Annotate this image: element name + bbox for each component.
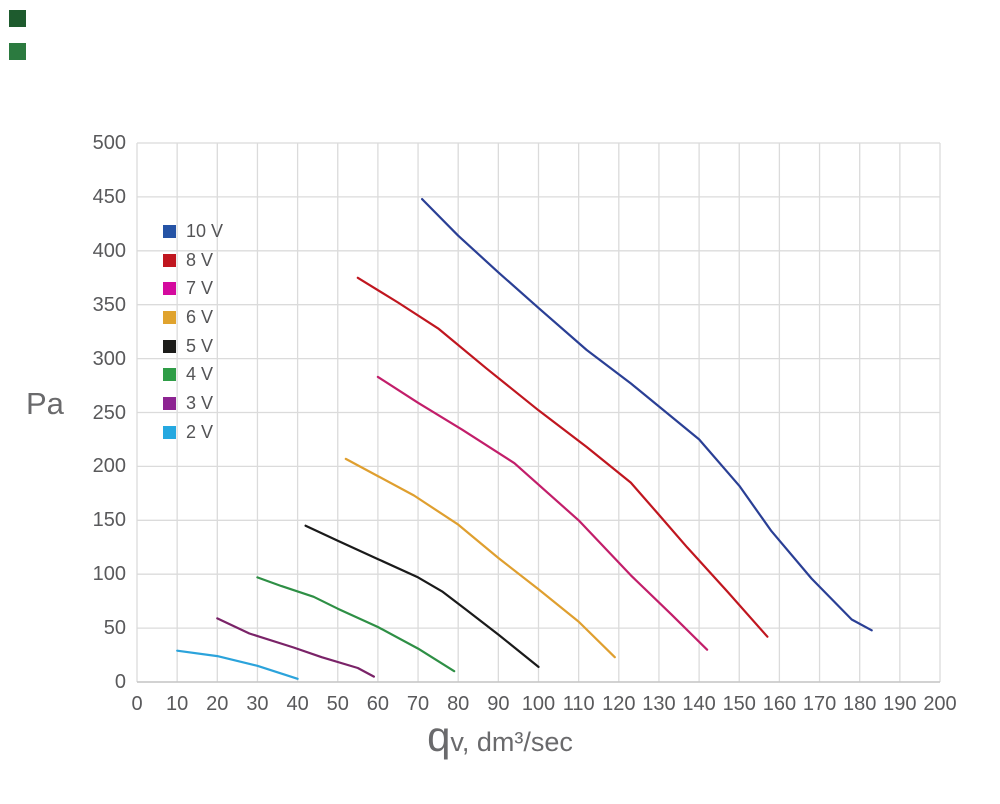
x-tick-label-10: 10	[166, 693, 189, 715]
x-tick-label-160: 160	[762, 693, 797, 715]
x-tick-label-130: 130	[642, 693, 676, 715]
legend-swatch-icon	[163, 282, 176, 296]
legend-item-8v: 8 V	[163, 246, 223, 275]
x-tick-label-80: 80	[447, 693, 470, 715]
y-tick-label-100: 100	[92, 563, 126, 586]
legend-swatch-icon	[163, 425, 176, 439]
green-square-icon	[9, 10, 26, 27]
legend-swatch-icon	[163, 310, 176, 324]
legend-swatch-icon	[163, 253, 176, 267]
legend-label: 5 V	[186, 335, 214, 356]
x-tick-label-20: 20	[206, 693, 229, 715]
x-tick-label-100: 100	[521, 693, 556, 715]
x-tick-label-110: 110	[562, 693, 595, 715]
legend-swatch-icon	[163, 368, 176, 382]
curve-5v	[304, 524, 540, 669]
curve-8v	[356, 276, 769, 638]
curve-3v	[216, 617, 375, 678]
y-axis-title: Pa	[26, 386, 64, 421]
legend-label: 3 V	[186, 392, 214, 413]
x-tick-label-90: 90	[487, 693, 510, 715]
y-tick-label-500: 500	[92, 132, 126, 154]
x-tick-label-190: 190	[883, 693, 917, 715]
y-tick-label-200: 200	[92, 455, 126, 478]
curve-4v	[256, 576, 456, 673]
legend-swatch-icon	[163, 339, 176, 353]
green-square-icon	[9, 43, 26, 60]
legend-item-3v: 3 V	[163, 389, 223, 418]
legend-swatch-icon	[163, 396, 176, 410]
curve-6v	[344, 457, 616, 659]
legend-label: 8 V	[186, 249, 214, 270]
legend-item-2v: 2 V	[163, 418, 223, 447]
curve-10v	[421, 198, 873, 632]
x-axis-title: q v, dm³/sec	[0, 716, 1000, 758]
legend-label: 4 V	[186, 364, 214, 385]
legend-item-4v: 4 V	[163, 360, 223, 389]
legend-item-5v: 5 V	[163, 332, 223, 361]
x-axis-title-symbol: q	[427, 713, 451, 760]
y-tick-label-450: 450	[92, 185, 126, 208]
y-tick-label-150: 150	[92, 509, 126, 532]
x-tick-label-70: 70	[406, 693, 430, 715]
x-tick-label-150: 150	[722, 693, 756, 715]
legend-label: 10 V	[186, 220, 224, 241]
x-tick-label-60: 60	[366, 693, 390, 715]
legend-item-7v: 7 V	[163, 274, 223, 303]
curve-7v	[376, 375, 709, 651]
x-tick-label-120: 120	[602, 693, 636, 715]
x-tick-label-170: 170	[802, 693, 837, 715]
legend-label: 7 V	[186, 278, 214, 299]
curve-2v	[176, 649, 299, 680]
legend: 10 V 8 V 7 V 6 V 5 V 4 V 3 V 2 V	[163, 217, 223, 447]
x-tick-label-40: 40	[286, 693, 309, 715]
legend-item-6v: 6 V	[163, 303, 223, 332]
x-tick-label-50: 50	[326, 693, 349, 715]
y-tick-label-0: 0	[114, 671, 126, 693]
x-tick-label-140: 140	[682, 693, 716, 715]
x-tick-label-30: 30	[246, 693, 269, 715]
y-tick-label-250: 250	[92, 401, 126, 424]
legend-item-10v: 10 V	[163, 217, 223, 246]
y-tick-label-300: 300	[92, 347, 126, 370]
y-tick-label-50: 50	[103, 617, 126, 640]
legend-swatch-icon	[163, 224, 176, 238]
x-axis-title-units: v, dm³/sec	[450, 727, 573, 757]
y-tick-label-400: 400	[92, 239, 126, 262]
y-tick-label-350: 350	[92, 293, 126, 316]
legend-label: 2 V	[186, 421, 214, 442]
x-tick-label-0: 0	[131, 693, 143, 715]
legend-label: 6 V	[186, 306, 214, 327]
x-tick-label-200: 200	[923, 693, 957, 715]
x-tick-label-180: 180	[843, 693, 877, 715]
